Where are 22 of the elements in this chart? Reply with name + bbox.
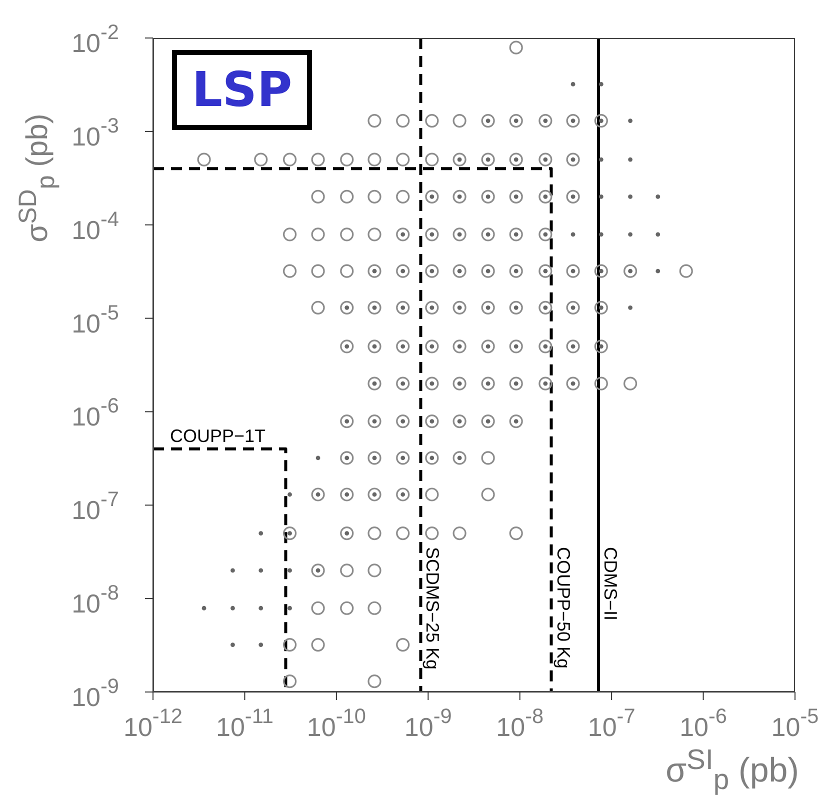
text: SCDMS−25 Kg xyxy=(422,547,443,670)
y-tick-label: 10$^{-4}$ xyxy=(72,208,119,245)
y-tick-label: 10$^{-2}$ xyxy=(72,21,119,58)
text: COUPP−50 Kg xyxy=(553,547,574,669)
series-label: COUPP−1T xyxy=(170,426,266,446)
y-tick-label: 10$^{-7}$ xyxy=(72,488,119,526)
y-tick-label: 10$^{-9}$ xyxy=(72,675,119,712)
annotation: LSP xyxy=(172,50,312,130)
x-tick-label: 10$^{-6}$ xyxy=(680,705,727,742)
y-tick-label: 10$^{-8}$ xyxy=(72,582,119,619)
x-tick-label: 10$^{-7}$ xyxy=(588,705,636,742)
y-tick-label: 10$^{-5}$ xyxy=(72,302,119,338)
y-tick-label: 10$^{-3}$ xyxy=(72,114,119,152)
text: CDMS−II xyxy=(600,547,620,621)
y-tick-label: 10$^{-6}$ xyxy=(72,395,119,432)
x-tick-label: 10$^{-12}$ xyxy=(124,705,182,742)
x-tick-label: 10$^{-11}$ xyxy=(216,705,274,742)
x-tick-label: 10$^{-9}$ xyxy=(404,705,452,742)
x-axis-title: σ$^{SI}$$_{p}$ (pb) xyxy=(666,744,799,798)
x-tick-label: 10$^{-8}$ xyxy=(496,705,544,742)
x-tick-label: 10$^{-5}$ xyxy=(771,705,819,742)
x-tick-label: 10$^{-10}$ xyxy=(306,705,366,742)
